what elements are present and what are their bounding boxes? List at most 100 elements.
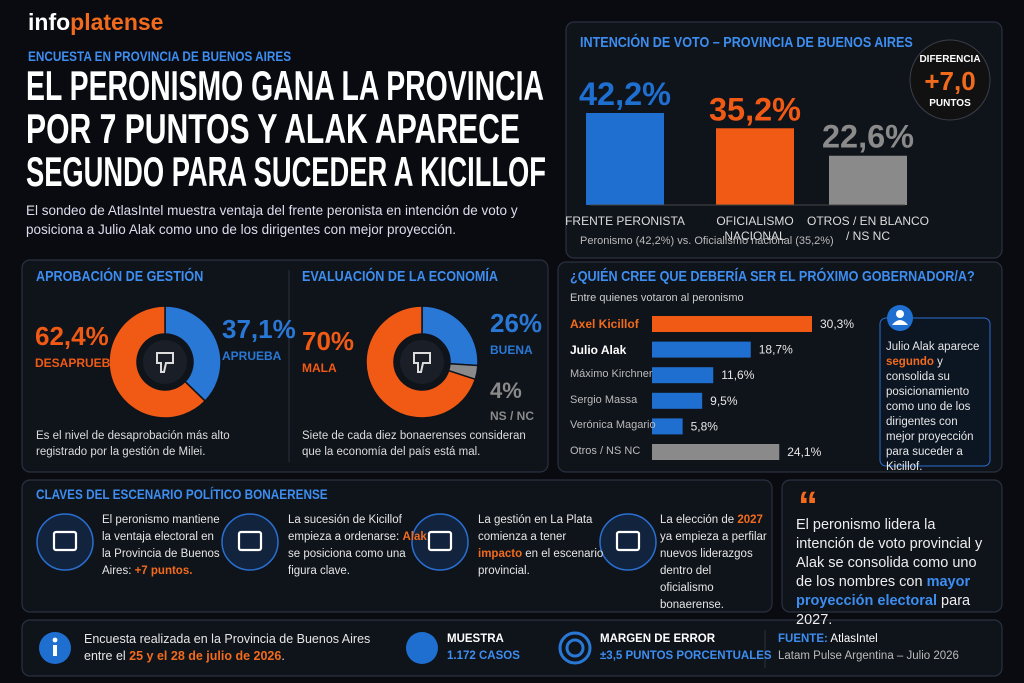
category-label: OTROS / EN BLANCO / NS NC [806,214,930,243]
key-icon [36,513,94,571]
margin-label: MARGEN DE ERROR [600,633,716,645]
key-icon [615,530,641,552]
source-name: AtlasIntel [830,633,878,645]
key-icon [411,513,469,571]
survey-text: Encuesta realizada en la Provincia de Bu… [84,631,384,665]
highlight: +7 puntos. [134,565,193,577]
info-icon [53,645,57,656]
bar [716,128,794,205]
source: FUENTE: AtlasIntel [778,633,878,645]
category-label: FRENTE PERONISTA [565,214,685,228]
category-label: BUENA [490,343,533,357]
key-text: La sucesión de Kicillof empieza a ordena… [288,512,428,580]
chart-note: Es el nivel de desaprobación más alto re… [36,430,230,458]
text-run: Encuesta realizada en la Provincia de Bu… [84,632,371,663]
value-label: 42,2% [579,76,671,112]
bar [652,444,780,460]
key-text: El peronismo mantiene la ventaja elector… [102,512,222,580]
highlight: 2027 [737,514,763,526]
text-run: en el escenario provincial. [478,548,604,577]
quote-panel [781,479,1003,613]
badge-label: DIFERENCIA [919,54,980,65]
footer-panel [21,619,1003,677]
category-label: APRUEBA [222,349,282,363]
badge-value: +7,0 [924,66,975,96]
value-label: 18,7% [759,343,793,357]
category-label: NS / NC [490,409,534,423]
intro: El sondeo de AtlasIntel muestra ventaja … [26,203,518,237]
text-run: para 2027. [796,593,971,628]
chart-title: APROBACIÓN DE GESTIÓN [36,268,204,285]
value-label: 62,4% [35,321,109,351]
category-label: Máximo Kirchner [570,368,653,381]
chart-title: INTENCIÓN DE VOTO – PROVINCIA DE BUENOS … [580,34,913,51]
headline-line: EL PERONISMO GANA LA PROVINCIA [26,62,544,109]
center-icon [400,340,444,384]
key-icon [237,530,263,552]
bar [652,316,812,332]
highlight: mayor proyección electoral [796,574,971,609]
headline-line: SEGUNDO PARA SUCEDER A KICILLOF [26,148,546,195]
value-label: 22,6% [822,119,914,155]
callout-box [879,317,991,467]
center-icon [413,352,431,373]
text-run: se posiciona como una figura clave. [288,548,406,577]
quote-text: El peronismo lidera la intención de voto… [796,516,996,630]
center-icon [143,340,187,384]
keys-panel [21,479,773,613]
category-label: Verónica Magario [570,419,656,432]
margin-icon [565,638,585,658]
difference-badge [909,39,991,121]
text-run: . [281,649,285,663]
quote-mark: “ [798,484,818,528]
key-text: La elección de 2027 ya empieza a perfila… [660,512,768,614]
brand-part: info [28,9,70,35]
chart-note: Peronismo (42,2%) vs. Oficialismo nacion… [580,235,834,247]
key-text: La gestión en La Plata comienza a tener … [478,512,608,580]
value-label: 9,5% [710,394,738,408]
value-label: 70% [302,326,354,356]
category-label: Julio Alak [570,342,627,357]
pie-slice [164,305,222,403]
pie-slice [365,305,477,419]
bar [652,392,703,409]
highlight: impacto [478,548,523,560]
sample-label: MUESTRA [447,633,504,645]
center-icon [156,352,174,373]
headline-line: POR 7 PUNTOS Y ALAK APARECE [26,105,520,152]
text-run: El peronismo lidera la intención de voto… [796,517,983,590]
brand: infoplatense [28,9,163,35]
value-label: 5,8% [691,419,719,433]
person-icon [896,310,904,318]
value-label: 26% [490,308,542,338]
badge-unit: PUNTOS [929,98,971,109]
bar [829,155,907,205]
text-run: La gestión en La Plata comienza a tener [478,514,593,543]
text-run: El peronismo mantiene la ventaja elector… [102,514,220,577]
value-label: 37,1% [222,314,296,344]
value-label: 35,2% [709,91,801,127]
sample-icon [406,632,438,664]
bar [586,113,664,205]
text-run: y consolida su posicionamiento como uno … [886,356,974,473]
value-label: 24,1% [787,445,821,459]
highlight: 25 y el 28 de julio de 2026 [129,649,282,663]
keys-title: CLAVES DEL ESCENARIO POLÍTICO BONAERENSE [36,486,328,502]
category-label: Sergio Massa [570,393,638,406]
key-icon [427,530,453,552]
key-icon [52,530,78,552]
chart-title: EVALUACIÓN DE LA ECONOMÍA [302,268,499,285]
info-icon [52,637,58,643]
key-icon [599,513,657,571]
brand-part: platense [70,9,163,35]
margin-value: ±3,5 PUNTOS PORCENTUALES [600,650,772,662]
source-label: FUENTE: [778,633,828,645]
margin-icon [558,631,592,665]
text-run: La sucesión de Kicillof empieza a ordena… [288,514,403,543]
category-label: Axel Kicillof [570,317,639,331]
person-icon [892,320,908,325]
value-label: 30,3% [820,317,854,331]
chart-subtitle: Entre quienes votaron al peronismo [570,292,744,304]
